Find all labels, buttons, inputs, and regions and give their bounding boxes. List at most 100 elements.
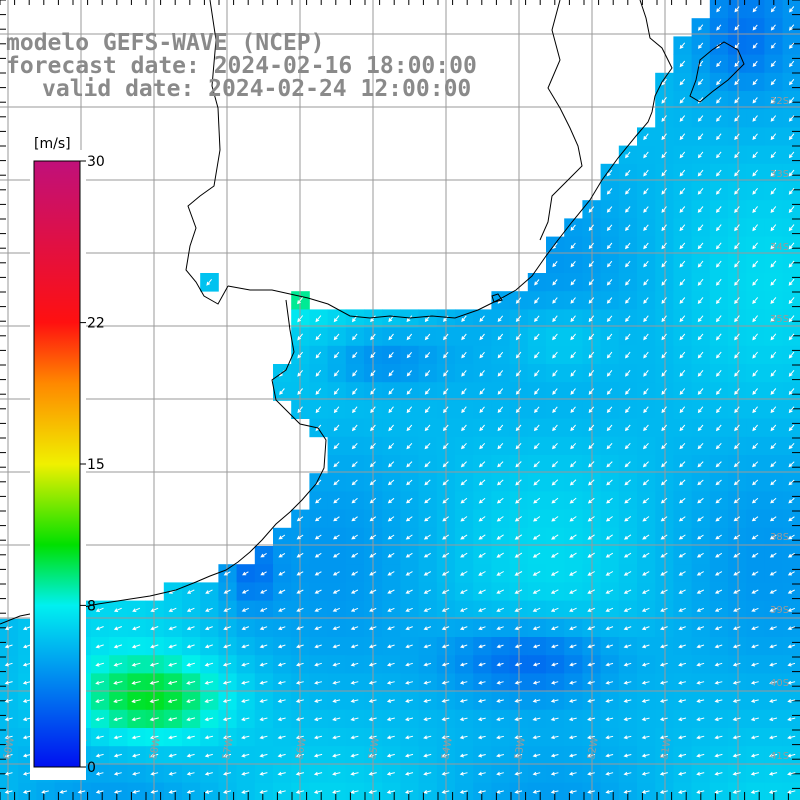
wind-arrow bbox=[423, 626, 432, 631]
wind-arrow bbox=[716, 406, 722, 414]
wind-arrow bbox=[679, 388, 686, 395]
wind-arrow bbox=[716, 24, 722, 31]
wind-arrow bbox=[150, 771, 159, 776]
wind-arrow bbox=[752, 315, 758, 323]
wind-arrow bbox=[368, 717, 377, 722]
wind-arrow bbox=[297, 351, 303, 359]
wind-arrow bbox=[734, 424, 740, 432]
wind-arrow bbox=[734, 24, 740, 31]
wind-arrow bbox=[732, 753, 741, 758]
wind-arrow bbox=[514, 662, 522, 667]
wind-arrow bbox=[661, 351, 667, 359]
wind-arrow bbox=[642, 442, 649, 450]
wind-arrow bbox=[587, 552, 595, 558]
wind-arrow bbox=[204, 680, 214, 685]
wind-arrow bbox=[132, 626, 141, 631]
wind-arrow bbox=[22, 662, 31, 667]
wind-arrow bbox=[461, 370, 467, 377]
wind-arrow bbox=[532, 753, 541, 758]
wind-arrow bbox=[333, 351, 340, 359]
wind-arrow bbox=[22, 735, 31, 740]
wind-arrow bbox=[551, 644, 559, 649]
wind-arrow bbox=[496, 790, 504, 794]
wind-arrow bbox=[405, 516, 413, 522]
longitude-label: 55W bbox=[367, 736, 382, 760]
wind-arrow bbox=[788, 206, 795, 214]
wind-arrow bbox=[168, 790, 177, 794]
wind-arrow bbox=[370, 351, 376, 359]
wind-arrow bbox=[734, 278, 740, 286]
wind-arrow bbox=[387, 626, 395, 631]
wind-arrow bbox=[550, 626, 559, 631]
wind-arrow bbox=[534, 388, 540, 395]
wind-arrow bbox=[332, 771, 341, 776]
wind-arrow bbox=[388, 351, 394, 359]
wind-arrow bbox=[479, 388, 485, 395]
wind-arrow bbox=[659, 735, 668, 740]
wind-arrow bbox=[478, 607, 486, 612]
wind-arrow bbox=[623, 699, 632, 703]
wind-arrow bbox=[569, 607, 577, 612]
wind-arrow bbox=[787, 680, 796, 685]
wind-arrow bbox=[441, 626, 450, 631]
wind-arrow bbox=[295, 717, 304, 722]
wind-arrow bbox=[205, 607, 213, 612]
wind-arrow bbox=[715, 224, 722, 232]
wind-arrow bbox=[351, 534, 358, 540]
wind-arrow bbox=[623, 644, 632, 649]
wind-arrow bbox=[460, 497, 468, 504]
wind-arrow bbox=[534, 279, 540, 286]
wind-arrow bbox=[496, 735, 505, 740]
wind-arrow bbox=[661, 133, 667, 141]
wind-arrow bbox=[369, 497, 377, 504]
wind-arrow bbox=[442, 461, 449, 468]
wind-arrow bbox=[606, 242, 613, 250]
wind-arrow bbox=[770, 479, 777, 486]
lagoa-mirim-outline bbox=[689, 41, 745, 103]
wind-arrow bbox=[752, 351, 758, 359]
wind-arrow bbox=[223, 626, 231, 631]
wind-arrow bbox=[259, 662, 268, 667]
wind-arrow bbox=[733, 516, 741, 522]
wind-arrow bbox=[333, 552, 340, 558]
wind-arrow bbox=[204, 644, 213, 649]
wind-arrow bbox=[259, 753, 268, 758]
longitude-label: 56W bbox=[294, 736, 309, 760]
wind-arrow bbox=[732, 790, 741, 794]
wind-arrow bbox=[697, 115, 704, 122]
colorbar-unit: [m/s] bbox=[34, 136, 71, 152]
wind-arrow bbox=[660, 571, 668, 576]
wind-arrow bbox=[677, 790, 687, 794]
wind-arrow bbox=[370, 406, 376, 414]
wind-arrow bbox=[478, 552, 486, 558]
wind-arrow bbox=[459, 699, 468, 703]
wind-arrow bbox=[369, 534, 377, 540]
wind-arrow bbox=[588, 351, 595, 359]
wind-arrow bbox=[788, 497, 795, 504]
wind-arrow bbox=[532, 662, 541, 667]
wind-arrow bbox=[496, 662, 504, 667]
wind-arrow bbox=[297, 388, 303, 395]
wind-arrow bbox=[770, 424, 777, 432]
wind-arrow bbox=[588, 297, 595, 304]
wind-arrow bbox=[770, 406, 777, 414]
wind-arrow bbox=[679, 206, 686, 213]
wind-arrow bbox=[4, 771, 13, 776]
wind-arrow bbox=[770, 333, 777, 341]
wind-arrow bbox=[696, 662, 705, 667]
wind-arrow bbox=[751, 534, 759, 540]
wind-arrow bbox=[641, 626, 650, 631]
wind-arrow bbox=[515, 370, 522, 377]
wind-arrow bbox=[550, 717, 559, 721]
wind-arrow bbox=[333, 406, 340, 414]
wind-arrow bbox=[624, 442, 631, 450]
wind-arrow bbox=[752, 461, 759, 468]
wind-arrow bbox=[204, 717, 214, 722]
wind-arrow bbox=[332, 680, 341, 685]
wind-arrow bbox=[315, 315, 322, 323]
wind-arrow bbox=[477, 717, 486, 722]
wind-arrow bbox=[405, 662, 413, 667]
wind-arrow bbox=[131, 699, 141, 704]
wind-arrow bbox=[734, 151, 740, 159]
wind-arrow bbox=[168, 626, 177, 631]
